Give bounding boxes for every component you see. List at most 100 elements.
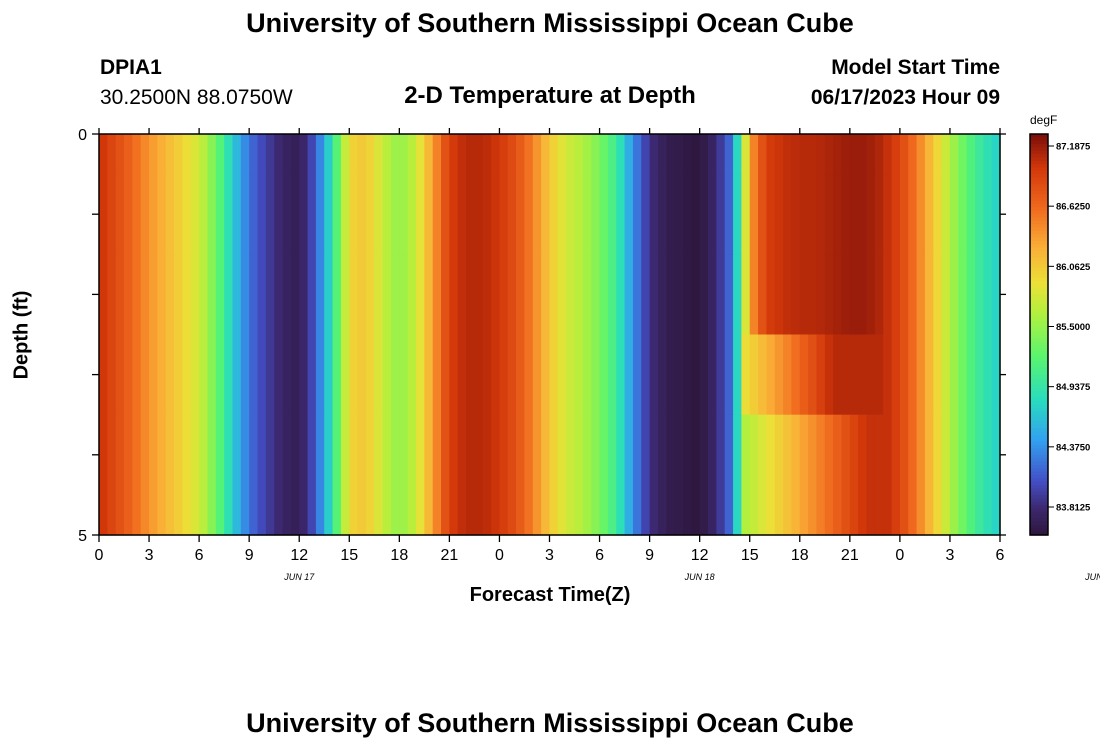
heatmap-cell	[883, 134, 893, 175]
heatmap-cell	[991, 334, 1001, 416]
heatmap-cell	[958, 414, 968, 536]
heatmap-cell	[833, 134, 843, 175]
heatmap-cell	[599, 254, 609, 336]
heatmap-cell	[424, 414, 434, 536]
heatmap-cell	[841, 174, 851, 255]
heatmap-cell	[232, 134, 242, 175]
colorbar-segment	[1030, 384, 1048, 389]
heatmap-cell	[774, 414, 784, 536]
heatmap-cell	[190, 174, 200, 255]
heatmap-cell	[641, 134, 651, 175]
colorbar-segment	[1030, 474, 1048, 479]
heatmap-cell	[816, 334, 826, 416]
heatmap-cell	[357, 134, 367, 175]
heatmap-cell	[841, 254, 851, 336]
heatmap-cell	[340, 254, 350, 336]
heatmap-cell	[532, 414, 542, 536]
colorbar-segment	[1030, 197, 1048, 202]
heatmap-cell	[783, 414, 793, 536]
heatmap-cell	[516, 174, 526, 255]
colorbar-segment	[1030, 381, 1048, 386]
heatmap-cell	[791, 174, 801, 255]
heatmap-cell	[983, 254, 993, 336]
colorbar-segment	[1030, 207, 1048, 212]
heatmap-cell	[941, 334, 951, 416]
heatmap-cell	[124, 414, 133, 536]
heatmap-cell	[933, 134, 943, 175]
heatmap-cell	[983, 334, 993, 416]
heatmap-cell	[157, 254, 167, 336]
heatmap-cell	[541, 414, 551, 536]
heatmap-cell	[466, 254, 476, 336]
heatmap-cell	[115, 174, 125, 255]
heatmap-cell	[299, 174, 309, 255]
colorbar-segment	[1030, 508, 1048, 513]
heatmap-cell	[382, 414, 392, 536]
heatmap-cell	[616, 134, 626, 175]
heatmap-cell	[666, 334, 676, 416]
heatmap-cell	[249, 174, 259, 255]
heatmap-cell	[591, 174, 601, 255]
colorbar-segment	[1030, 361, 1048, 366]
heatmap-cell	[607, 174, 617, 255]
heatmap-cell	[599, 174, 609, 255]
colorbar-segment	[1030, 438, 1048, 443]
heatmap-cell	[507, 174, 517, 255]
heatmap-cell	[624, 414, 634, 536]
heatmap-cell	[182, 414, 192, 536]
heatmap-cell	[499, 414, 509, 536]
heatmap-cell	[449, 134, 459, 175]
heatmap-cell	[332, 414, 342, 536]
heatmap-cell	[390, 134, 400, 175]
x-tick-label: 3	[945, 547, 954, 564]
heatmap-cell	[666, 414, 676, 536]
heatmap-cell	[674, 134, 684, 175]
heatmap-cell	[124, 254, 133, 336]
colorbar-segment	[1030, 194, 1048, 199]
x-tick-label: 3	[145, 547, 154, 564]
heatmap-cell	[858, 134, 868, 175]
heatmap-cell	[941, 134, 951, 175]
colorbar-segment	[1030, 184, 1048, 189]
heatmap-cell	[507, 134, 517, 175]
colorbar-segment	[1030, 347, 1048, 352]
heatmap-cell	[641, 334, 651, 416]
heatmap-cell	[674, 414, 684, 536]
heatmap-cell	[424, 334, 434, 416]
heatmap-cell	[724, 174, 734, 255]
heatmap-cell	[632, 174, 642, 255]
colorbar-segment	[1030, 521, 1048, 526]
heatmap-cell	[549, 254, 559, 336]
colorbar-segment	[1030, 237, 1048, 242]
heatmap-cell	[766, 174, 776, 255]
heatmap-cell	[599, 414, 609, 536]
heatmap-cell	[516, 254, 526, 336]
heatmap-cell	[557, 254, 567, 336]
heatmap-cell	[457, 414, 467, 536]
heatmap-cell	[349, 254, 359, 336]
y-tick-label: 5	[78, 528, 87, 545]
colorbar-segment	[1030, 287, 1048, 292]
x-tick-label: 6	[195, 547, 204, 564]
heatmap-cell	[124, 334, 133, 416]
colorbar-segment	[1030, 471, 1048, 476]
x-tick-label: 15	[741, 547, 759, 564]
heatmap-cell	[649, 134, 659, 175]
x-tick-label: 18	[791, 547, 809, 564]
heatmap-cell	[758, 134, 768, 175]
x-tick-label: 21	[440, 547, 458, 564]
heatmap-cell	[841, 414, 851, 536]
colorbar-segment	[1030, 327, 1048, 332]
x-axis-label: Forecast Time(Z)	[469, 584, 631, 606]
heatmap-cell	[616, 254, 626, 336]
heatmap-cell	[624, 334, 634, 416]
heatmap-cell	[516, 414, 526, 536]
heatmap-cell	[699, 134, 709, 175]
heatmap-cell	[232, 254, 242, 336]
heatmap-cell	[482, 414, 492, 536]
colorbar-segment	[1030, 137, 1048, 142]
heatmap-cell	[332, 334, 342, 416]
heatmap-cell	[215, 334, 225, 416]
heatmap-cell	[674, 334, 684, 416]
heatmap-cell	[724, 334, 734, 416]
